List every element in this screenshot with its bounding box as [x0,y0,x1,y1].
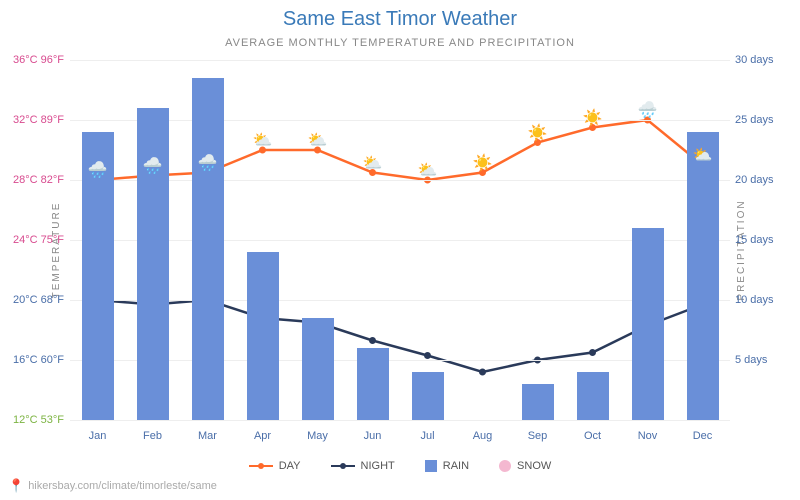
weather-icon: ⛅ [693,145,713,165]
chart-area: 12°C 53°F16°C 60°F20°C 68°F24°C 75°F28°C… [70,60,730,420]
legend-day-label: DAY [279,460,301,472]
weather-icon: ⛅ [253,130,273,150]
weather-icon: ☀️ [528,123,548,143]
legend-snow: SNOW [499,460,551,472]
weather-icon: ⛅ [363,153,383,173]
legend-rain-label: RAIN [443,460,469,472]
x-tick: Sep [528,430,548,442]
y-left-tick: 12°C 53°F [12,414,64,426]
x-tick: Jun [364,430,382,442]
rain-bar [412,372,444,420]
legend-day-swatch [249,465,273,467]
footer-url: hikersbay.com/climate/timorleste/same [28,480,217,492]
legend-rain: RAIN [425,460,469,472]
x-tick: Apr [254,430,271,442]
x-tick: Nov [638,430,658,442]
weather-icon: 🌧️ [88,160,108,180]
chart-title: Same East Timor Weather [0,0,800,31]
y-left-tick: 24°C 75°F [12,234,64,246]
footer: 📍 hikersbay.com/climate/timorleste/same [8,478,217,494]
x-tick: Jan [89,430,107,442]
legend-night-label: NIGHT [361,460,395,472]
y-right-tick: 20 days [735,174,790,186]
chart-subtitle: AVERAGE MONTHLY TEMPERATURE AND PRECIPIT… [0,31,800,49]
weather-icon: 🌧️ [143,156,163,176]
x-tick: Aug [473,430,493,442]
legend-snow-label: SNOW [517,460,551,472]
y-left-tick: 32°C 89°F [12,114,64,126]
y-right-tick: 15 days [735,234,790,246]
y-left-tick: 20°C 68°F [12,294,64,306]
plot: 12°C 53°F16°C 60°F20°C 68°F24°C 75°F28°C… [70,60,730,420]
rain-bar [247,252,279,420]
y-left-tick: 36°C 96°F [12,54,64,66]
rain-bar [522,384,554,420]
legend-snow-swatch [499,460,511,472]
rain-bar [302,318,334,420]
x-tick: May [307,430,328,442]
rain-bar [632,228,664,420]
y-right-tick: 30 days [735,54,790,66]
x-tick: Feb [143,430,162,442]
y-left-axis-label: TEMPERATURE [51,202,62,299]
legend-night: NIGHT [331,460,395,472]
y-right-tick: 25 days [735,114,790,126]
y-right-tick: 5 days [735,354,790,366]
legend: DAY NIGHT RAIN SNOW [0,460,800,472]
legend-night-swatch [331,465,355,467]
y-left-tick: 28°C 82°F [12,174,64,186]
legend-day: DAY [249,460,301,472]
weather-icon: 🌧️ [198,153,218,173]
weather-icon: ⛅ [418,160,438,180]
y-left-tick: 16°C 60°F [12,354,64,366]
weather-icon: 🌧️ [638,100,658,120]
x-tick: Oct [584,430,601,442]
rain-bar [192,78,224,420]
x-tick: Jul [420,430,434,442]
legend-rain-swatch [425,460,437,472]
x-tick: Dec [693,430,713,442]
map-pin-icon: 📍 [8,478,24,494]
weather-icon: ☀️ [583,108,603,128]
y-right-tick: 10 days [735,294,790,306]
y-right-axis-label: PRECIPITATION [736,199,747,300]
rain-bar [577,372,609,420]
rain-bar [357,348,389,420]
weather-icon: ☀️ [473,153,493,173]
weather-icon: ⛅ [308,130,328,150]
rain-bar [687,132,719,420]
x-tick: Mar [198,430,217,442]
